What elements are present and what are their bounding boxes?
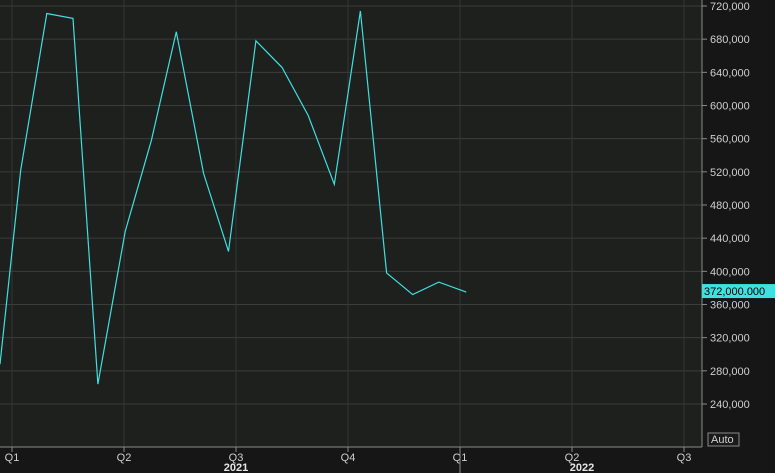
y-tick-label: 320,000 [710,333,750,345]
x-tick-label: Q3 [229,452,244,464]
y-tick-label: 720,000 [710,1,750,13]
y-tick-label: 240,000 [710,399,750,411]
y-tick-label: 480,000 [710,200,750,212]
y-axis-background [702,0,775,447]
auto-scale-label: Auto [711,434,734,446]
x-tick-label: Q2 [117,452,132,464]
y-tick-label: 640,000 [710,67,750,79]
x-tick-label: Q1 [5,452,20,464]
y-tick-label: 400,000 [710,266,750,278]
y-tick-label: 280,000 [710,366,750,378]
y-tick-label: 600,000 [710,101,750,113]
x-tick-label: Q2 [565,452,580,464]
last-value-box [702,284,775,299]
year-label: 2022 [570,462,594,473]
plot-background [0,0,702,447]
series-line [0,10,467,385]
x-tick-label: Q4 [341,452,356,464]
auto-scale-button[interactable]: Auto [707,432,740,447]
year-label: 2021 [224,462,248,473]
series-path [0,10,467,385]
y-tick-label: 560,000 [710,134,750,146]
y-axis: 720,000 680,000 640,000 600,000 560,000 520,0… [701,0,750,447]
y-tick-label: 360,000 [710,300,750,312]
y-tick-label: 520,000 [710,167,750,179]
y-tick-label: 440,000 [710,233,750,245]
last-value-label: 372,000.000 [704,286,765,298]
last-value-marker: 372,000.000 [702,284,775,299]
x-tick-label: Q3 [677,452,692,464]
x-axis-background [0,447,775,473]
y-tick-label: 680,000 [710,34,750,46]
grid [0,0,702,447]
